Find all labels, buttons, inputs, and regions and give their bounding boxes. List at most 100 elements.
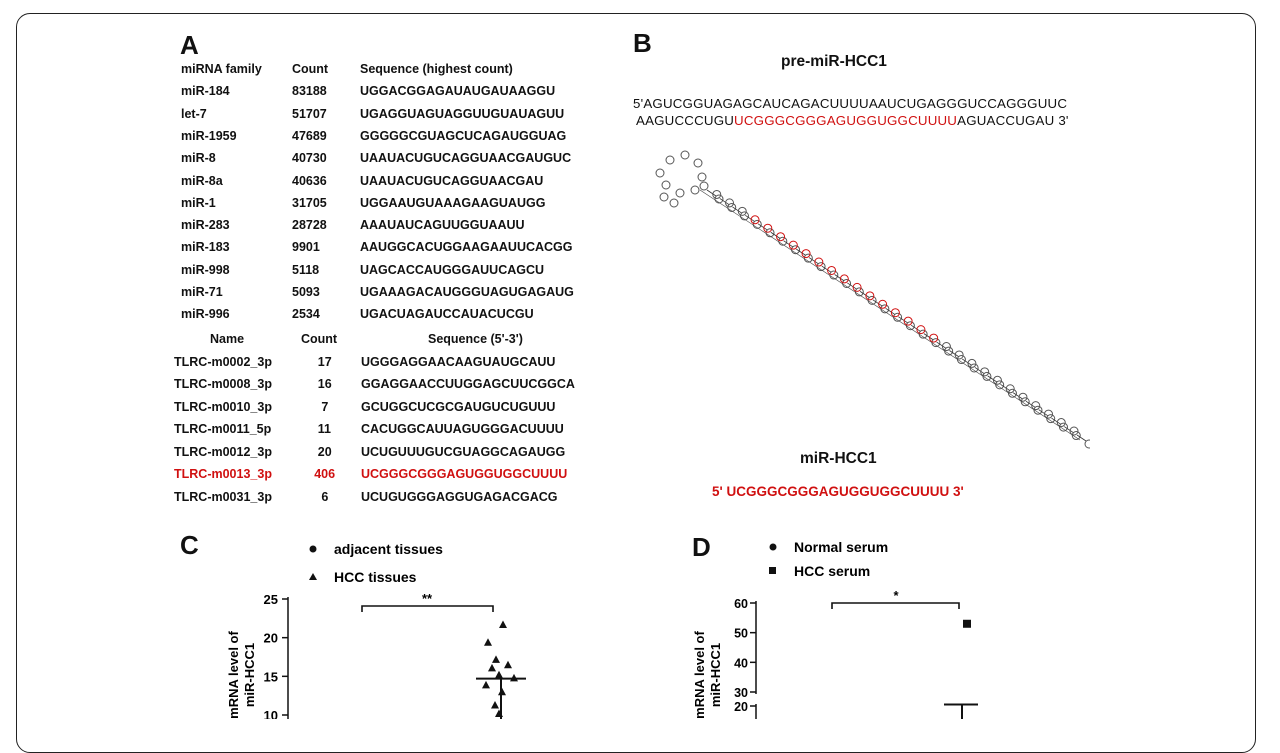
nucleotide-circle	[725, 198, 735, 208]
table-cell: miR-71	[181, 285, 223, 299]
table-cell: UGGACGGAGAUAUGAUAAGGU	[360, 84, 556, 99]
table-header-cell: Name	[210, 332, 245, 346]
legend-triangle-marker	[309, 573, 317, 580]
table-cell: UAAUACUGUCAGGUAACGAU	[360, 173, 544, 188]
table-header-cell: Count	[292, 62, 329, 76]
table-cell: AAAUAUCAGUUGGUAAUU	[360, 218, 525, 233]
nucleotide-circle	[929, 333, 939, 343]
pre-mirna-title: pre-miR-HCC1	[781, 53, 887, 70]
nucleotide-circle	[967, 358, 977, 368]
y-tick-label: 25	[264, 592, 278, 607]
base-pair-line	[1051, 417, 1061, 425]
base-pair-line	[898, 316, 908, 324]
nucleotide-circle	[778, 236, 788, 246]
base-pair-line	[1038, 409, 1048, 416]
nucleotide-circle	[1084, 439, 1090, 449]
table-cell: GGGGGCGUAGCUCAGAUGGUAG	[360, 128, 567, 143]
table-cell: 40730	[292, 151, 327, 166]
base-pair-line	[987, 375, 997, 383]
nucleotide-circle	[827, 265, 837, 275]
table-header-cell: miRNA family	[181, 62, 262, 76]
nucleotide-circle	[1046, 414, 1056, 424]
y-tick-label: 50	[734, 627, 748, 641]
nucleotide-circle	[992, 375, 1002, 385]
table-cell: 6	[321, 489, 329, 504]
nucleotide-circle	[669, 198, 679, 208]
nucleotide-circle	[916, 325, 926, 335]
legend-label-normal: Normal serum	[794, 539, 888, 555]
base-pair-line	[847, 282, 857, 290]
table-cell: 31705	[292, 195, 327, 210]
base-pair-line	[757, 223, 768, 231]
nucleotide-circle	[680, 150, 690, 160]
nucleotide-circle	[699, 181, 709, 191]
backbone-line	[699, 189, 1081, 441]
nucleotide-circle	[714, 194, 724, 204]
base-pair-line	[796, 248, 806, 256]
panel-a-label: A	[180, 30, 199, 60]
nucleotide-circle	[791, 245, 801, 255]
mature-mirna-sequence: 5' UCGGGCGGGAGUGGUGGCUUUU 3'	[712, 484, 964, 499]
y-tick-label: 10	[264, 708, 278, 719]
base-pair-line	[949, 350, 959, 357]
legend-square-marker	[769, 567, 776, 574]
nucleotide-circle	[801, 249, 811, 259]
y-tick-label: 20	[734, 700, 748, 714]
table-cell: UAGCACCAUGGGAUUCAGCU	[360, 262, 545, 277]
nucleotide-circle	[788, 240, 798, 250]
nucleotide-circle	[1031, 401, 1041, 411]
nucleotide-circle	[982, 371, 992, 381]
table-cell: miR-8a	[181, 173, 223, 188]
nucleotide-circle	[765, 228, 775, 238]
table-cell: 2534	[292, 307, 320, 322]
mature-region-highlight: UCGGGCGGGAGUGGUGGCUUUU	[734, 113, 958, 128]
nucleotide-circle	[890, 308, 900, 318]
nucleotide-circle	[1043, 409, 1053, 419]
y-tick-label: 30	[734, 686, 748, 700]
data-point-triangle	[504, 660, 512, 669]
data-point-triangle	[495, 670, 503, 679]
base-pair-line	[1000, 383, 1010, 391]
nucleotide-circle	[814, 257, 824, 267]
base-pair-line	[872, 299, 883, 307]
base-pair-line	[974, 367, 985, 374]
nucleotide-circle	[776, 232, 786, 242]
mature-mirna-title: miR-HCC1	[800, 450, 877, 467]
table-cell: miR-183	[181, 240, 230, 255]
significance-bracket	[361, 605, 494, 612]
hairpin-structure-diagram	[655, 150, 1090, 449]
table-cell: 40636	[292, 173, 327, 188]
panel-c-label: C	[180, 530, 199, 560]
table-cell: 17	[317, 354, 332, 369]
base-pair-line	[808, 257, 819, 264]
table-header-cell: Count	[301, 332, 338, 346]
nucleotide-circle	[1005, 384, 1015, 394]
data-point-triangle	[482, 680, 490, 689]
base-pair-line	[1076, 434, 1087, 442]
nucleotide-circle	[803, 253, 813, 263]
nucleotide-circle	[690, 185, 700, 195]
legend-circle-marker	[769, 543, 777, 551]
table-cell-highlight: UCGGGCGGGAGUGGUGGCUUUU	[361, 467, 568, 481]
nucleotide-circle	[675, 188, 685, 198]
nucleotide-circle	[839, 274, 849, 284]
table-cell: 11	[317, 422, 332, 436]
table-cell: miR-283	[181, 218, 230, 233]
base-pair-line	[910, 324, 921, 332]
nucleotide-circle	[740, 211, 750, 221]
table-cell: miR-1959	[181, 128, 237, 143]
base-pair-line	[1064, 426, 1074, 433]
table-cell: TLRC-m0008_3p	[174, 377, 272, 391]
nucleotide-circle	[1018, 392, 1028, 402]
nucleotide-circle	[1007, 388, 1017, 398]
data-point-triangle	[484, 638, 492, 646]
y-tick-label: 20	[264, 631, 278, 646]
nucleotide-circle	[1033, 405, 1043, 415]
nucleotide-circle	[727, 202, 737, 212]
table-cell: TLRC-m0002_3p	[174, 354, 272, 369]
nucleotide-circle	[1056, 418, 1066, 428]
y-tick-label: 40	[734, 656, 748, 670]
table-cell: TLRC-m0031_3p	[174, 489, 272, 504]
panel-d-label: D	[692, 532, 711, 562]
table-header-cell: Sequence (5'-3')	[428, 332, 523, 346]
